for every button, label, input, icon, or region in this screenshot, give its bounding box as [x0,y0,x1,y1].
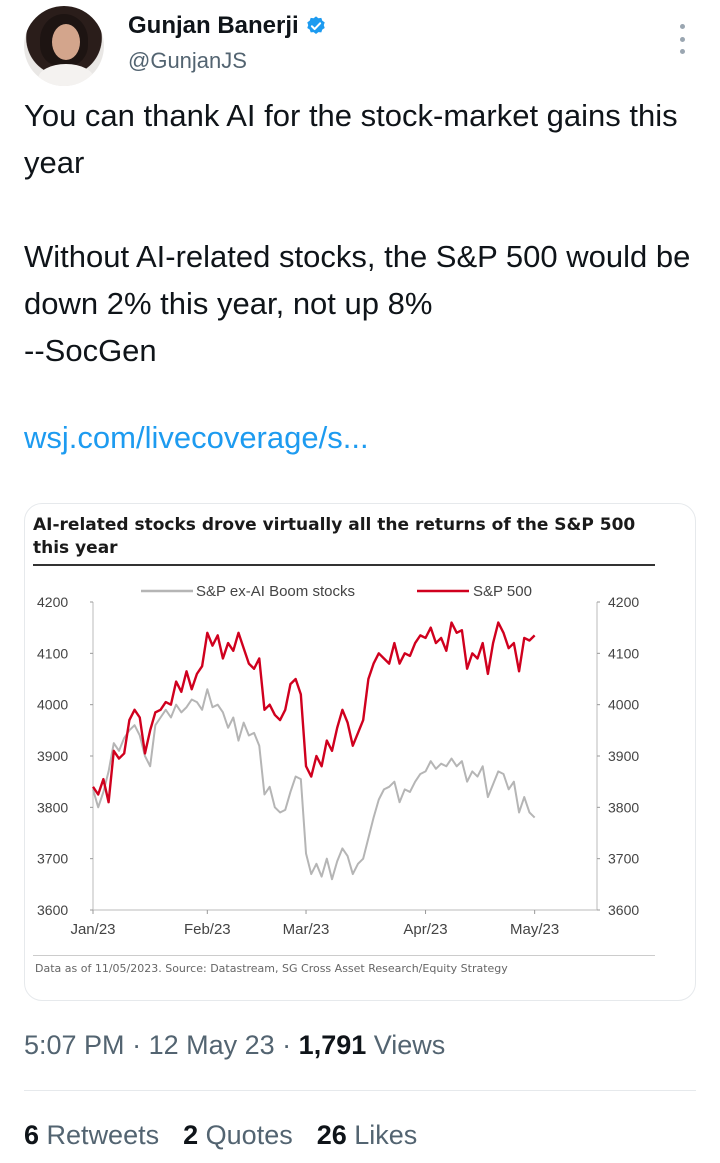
x-tick-label: Mar/23 [283,921,330,938]
tweet-text: You can thank AI for the stock-market ga… [24,98,691,368]
name-row: Gunjan Banerji [128,12,327,40]
views-count: 1,791 [298,1030,367,1060]
tweet-time[interactable]: 5:07 PM [24,1030,125,1060]
x-tick-label: Feb/23 [184,921,231,938]
handle[interactable]: @GunjanJS [128,48,247,73]
avatar-face [52,24,80,60]
y-right-tick-label: 3600 [608,902,639,918]
y-left-tick-label: 3800 [37,799,68,815]
more-dot [679,36,685,42]
avatar-shoulder [38,64,94,86]
views-label: Views [373,1030,446,1060]
meta-separator: · [282,1030,299,1060]
y-left-tick-label: 4000 [37,697,68,713]
y-right-tick-label: 3800 [608,799,639,815]
verified-badge-icon [306,16,325,34]
tweet-date[interactable]: 12 May 23 [148,1030,275,1060]
x-tick-label: Jan/23 [70,921,115,938]
source-rule [33,955,655,956]
divider [24,1090,696,1091]
chart-source: Data as of 11/05/2023. Source: Datastrea… [35,962,508,975]
x-tick-label: Apr/23 [403,921,447,938]
y-left-tick-label: 3600 [37,902,68,918]
series-ex-ai-line [92,688,536,881]
y-right-tick-label: 3900 [608,748,639,764]
line-chart: 3600 3700 3800 3900 4000 4100 4200 3600 3700 3800… [37,583,639,938]
likes-stat[interactable]: 26 Likes [317,1120,418,1151]
retweets-stat[interactable]: 6 Retweets [24,1120,159,1151]
likes-count: 26 [316,1120,347,1150]
quotes-count: 2 [183,1120,199,1150]
y-left-tick-label: 4100 [37,645,68,661]
tweet-meta: 5:07 PM · 12 May 23 · 1,791 Views [24,1030,445,1061]
tweet-header: Gunjan Banerji @GunjanJS [24,6,696,86]
more-dot [679,24,685,29]
y-right-tick-label: 4200 [608,594,639,610]
y-right-tick-label: 3700 [608,851,639,867]
y-right-tick-label: 4000 [608,697,639,713]
tweet-link[interactable]: wsj.com/livecoverage/s... [24,420,369,455]
x-tick-label: May/23 [510,921,559,938]
y-left-tick-label: 3900 [37,748,68,764]
display-name[interactable]: Gunjan Banerji [128,12,299,39]
legend-label: S&P 500 [473,583,532,600]
series-sp500-line [92,621,536,804]
legend-label: S&P ex-AI Boom stocks [196,583,355,600]
y-right-tick-label: 4100 [608,645,639,661]
quotes-label: Quotes [205,1120,293,1150]
retweets-count: 6 [24,1120,40,1150]
tweet-stats: 6 Retweets 2 Quotes 26 Likes [24,1120,417,1151]
title-rule [33,564,655,566]
chart-card[interactable]: AI-related stocks drove virtually all th… [24,503,696,1001]
more-dot [679,49,685,54]
meta-separator: · [132,1030,149,1060]
avatar[interactable] [24,6,104,86]
chart-title: AI-related stocks drove virtually all th… [33,515,636,558]
more-options-icon[interactable] [676,24,688,54]
likes-label: Likes [354,1120,418,1150]
quotes-stat[interactable]: 2 Quotes [183,1120,293,1151]
y-left-tick-label: 3700 [37,851,68,867]
y-left-tick-label: 4200 [37,594,68,610]
retweets-label: Retweets [46,1120,160,1150]
